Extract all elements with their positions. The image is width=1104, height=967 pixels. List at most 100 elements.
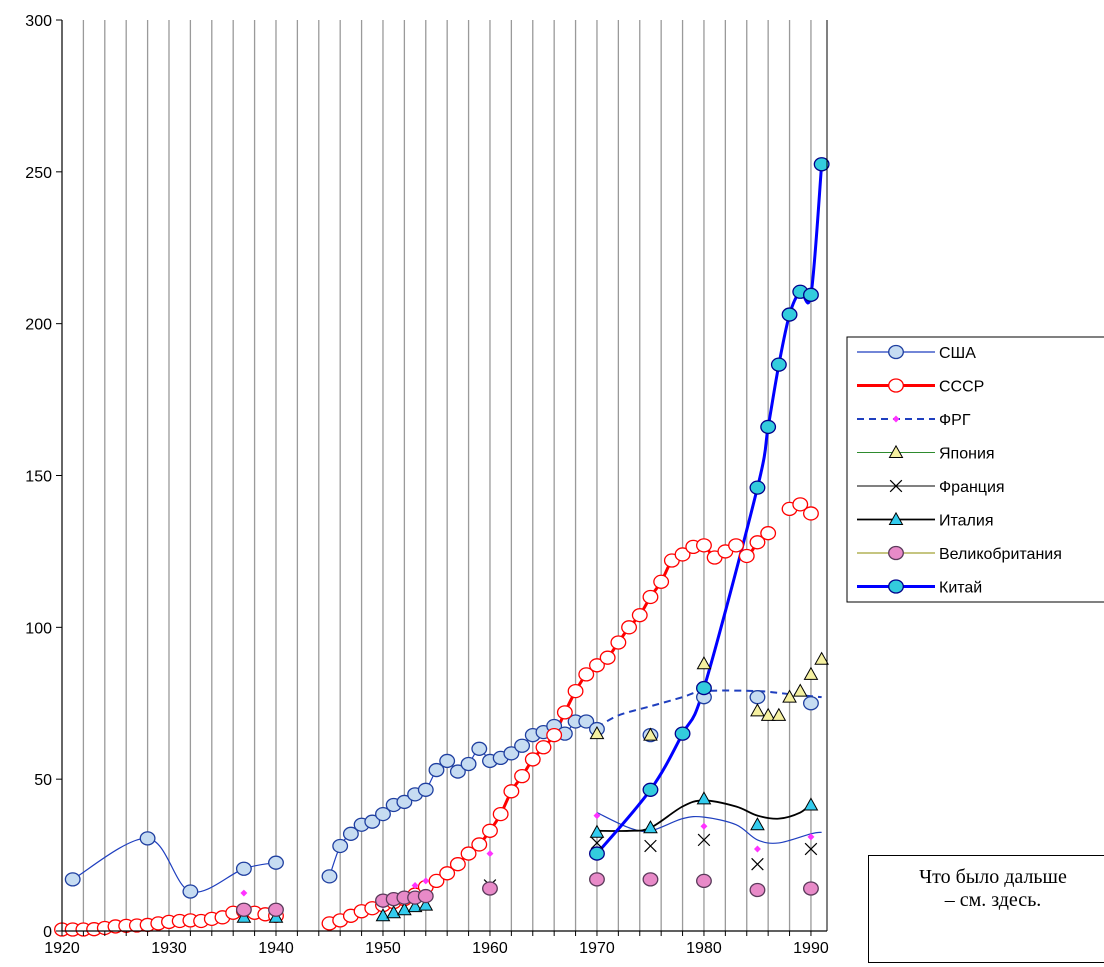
marker <box>642 872 659 887</box>
series-layer <box>54 157 830 937</box>
marker <box>386 905 402 919</box>
marker <box>803 666 819 680</box>
marker <box>753 845 761 853</box>
marker <box>781 307 798 322</box>
marker <box>589 846 605 861</box>
marker <box>492 806 509 822</box>
marker <box>728 538 745 553</box>
series-marker-group <box>235 872 819 917</box>
legend-item: Китай <box>857 579 982 597</box>
marker <box>803 506 819 521</box>
marker <box>803 287 819 302</box>
marker <box>503 784 520 799</box>
marker <box>888 378 904 393</box>
series-line-group <box>596 799 812 832</box>
marker <box>321 869 338 884</box>
marker <box>892 415 900 423</box>
legend-item: Япония <box>857 444 995 463</box>
x-tick-label: 1970 <box>579 940 615 957</box>
grid <box>82 20 812 931</box>
series-line <box>596 689 822 729</box>
legend-item: Великобритания <box>857 545 1062 563</box>
plot-area <box>62 20 827 931</box>
marker <box>803 881 819 896</box>
marker <box>589 824 605 838</box>
marker <box>888 579 904 594</box>
marker <box>771 707 787 721</box>
legend-label: США <box>939 345 976 362</box>
note-line-1: Что было дальше <box>919 866 1067 888</box>
marker <box>631 608 648 623</box>
marker <box>332 838 349 854</box>
marker <box>590 836 604 850</box>
y-tick-label: 200 <box>25 317 52 334</box>
marker <box>642 589 659 605</box>
marker <box>235 902 252 917</box>
marker <box>792 497 809 512</box>
marker <box>268 902 284 917</box>
marker <box>589 658 605 673</box>
marker-x-stroke <box>889 479 903 493</box>
marker <box>760 419 777 435</box>
marker <box>750 817 765 831</box>
marker <box>770 357 787 372</box>
marker <box>375 908 391 922</box>
marker <box>482 881 498 896</box>
legend-item: ФРГ <box>857 412 971 429</box>
marker <box>807 833 815 841</box>
marker <box>644 839 657 853</box>
axes <box>56 19 828 936</box>
marker <box>813 157 830 172</box>
marker <box>888 511 904 525</box>
marker <box>674 547 691 562</box>
x-tick-label: 1950 <box>365 940 401 957</box>
series-marker-group <box>589 651 830 741</box>
y-tick-label: 0 <box>43 924 52 941</box>
series-line-group <box>596 689 822 729</box>
marker <box>888 545 904 561</box>
marker <box>700 822 708 830</box>
marker <box>486 850 494 858</box>
marker <box>407 899 423 913</box>
marker <box>803 696 819 711</box>
marker <box>792 683 808 697</box>
marker <box>749 882 766 898</box>
marker <box>524 752 541 767</box>
marker <box>546 727 563 743</box>
marker <box>428 762 445 778</box>
marker <box>803 797 819 811</box>
marker <box>268 855 284 870</box>
marker <box>449 857 466 872</box>
series-marker-group <box>589 157 830 861</box>
marker <box>342 826 359 841</box>
note-box[interactable]: Что было дальше – см. здесь. <box>868 855 1104 963</box>
marker <box>578 714 595 729</box>
marker <box>411 881 419 889</box>
marker <box>439 866 456 881</box>
marker <box>589 725 605 740</box>
marker <box>696 538 712 553</box>
legend-item: США <box>857 344 976 362</box>
x-tick-label: 1930 <box>151 940 187 957</box>
legend-label: Япония <box>939 446 995 463</box>
marker <box>396 794 413 810</box>
marker <box>749 480 766 495</box>
marker <box>749 535 766 550</box>
marker <box>589 872 605 887</box>
marker <box>697 833 711 847</box>
legend-label: Великобритания <box>939 546 1062 563</box>
marker <box>235 861 252 876</box>
legend-item: Италия <box>857 511 993 530</box>
marker-x-stroke <box>697 833 711 847</box>
legend-label: ФРГ <box>939 412 971 429</box>
x-tick-label: 1920 <box>44 940 80 957</box>
marker <box>642 782 659 797</box>
marker <box>610 635 627 650</box>
marker <box>240 889 248 897</box>
y-tick-label: 100 <box>25 620 52 637</box>
marker <box>64 872 81 887</box>
x-tick-label: 1960 <box>472 940 508 957</box>
legend-label: Италия <box>939 513 993 530</box>
marker-x-stroke <box>751 857 764 871</box>
series-marker-group <box>54 497 819 937</box>
